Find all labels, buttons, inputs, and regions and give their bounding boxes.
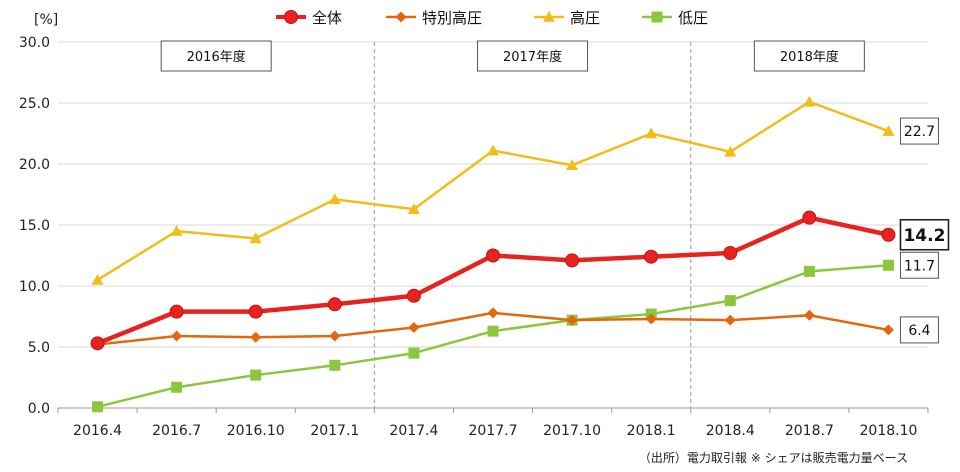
data-point [248,304,263,319]
end-label-extra-high: 6.4 [908,323,930,339]
data-point [487,144,499,156]
legend-item-high: 高圧 [534,9,600,27]
data-point [171,381,183,393]
end-label-box [899,218,950,251]
legend-item-low: 低圧 [642,9,708,27]
end-labels: 14.2 6.4 22.7 11.7 [899,117,950,344]
data-point [645,127,658,139]
data-point [169,304,184,319]
period-label: 2017年度 [503,49,562,65]
legend-label: 低圧 [678,9,708,27]
period-box [477,40,589,72]
data-point [486,248,500,263]
x-tick-label: 2017.7 [469,423,518,439]
end-label-box [899,251,939,279]
data-point [802,210,817,225]
data-point [882,324,894,336]
data-point [408,321,420,333]
data-point [645,313,657,325]
period-box [160,40,272,72]
y-tick-label: 20.0 [19,157,50,173]
legend: 全体 特別高圧 高圧 低圧 [276,9,708,27]
data-point [723,246,738,261]
legend-label: 特別高圧 [422,9,482,27]
period-label: 2016年度 [187,49,246,65]
legend-label: 全体 [312,9,342,27]
data-point [543,11,555,22]
y-tick-label: 5.0 [28,340,50,356]
period-label: 2018年度 [780,49,839,65]
data-point [90,336,105,351]
x-tick-label: 2018.10 [860,423,918,439]
data-point [803,95,816,107]
data-point [803,309,815,321]
series-total [90,210,896,351]
y-tick-label: 15.0 [19,218,50,234]
data-point [882,259,894,271]
end-label-low: 11.7 [904,258,935,274]
data-point [487,325,499,337]
y-tick-label: 0.0 [28,401,50,417]
data-point [566,314,578,326]
data-point [328,193,341,205]
x-tick-label: 2017.10 [543,423,601,439]
series-high [91,95,895,285]
data-point [803,265,815,277]
end-label-high: 22.7 [904,124,935,140]
data-point [651,11,663,23]
x-tick-label: 2016.4 [73,423,122,439]
data-point [644,249,659,264]
data-point [724,314,736,326]
axes: [%] 0.0 5.0 10.0 15.0 20.0 25.0 30.0 2016.4 2016… [19,12,929,439]
data-point [724,145,737,157]
y-unit-label: [%] [34,12,58,28]
source-note: （出所）電力取引報 ※ シェアは販売電力量ベース [639,450,908,465]
data-point [882,125,895,136]
data-point [395,11,407,23]
data-point [408,347,420,359]
series-layer [90,95,896,413]
data-point [249,232,262,244]
data-point [881,227,896,242]
y-tick-label: 25.0 [19,96,50,112]
data-point [250,331,262,343]
legend-label: 高圧 [570,9,600,27]
data-point [250,369,262,381]
legend-item-total: 全体 [276,9,342,27]
data-point [565,253,580,268]
data-point [171,330,183,342]
x-tick-label: 2018.1 [627,423,676,439]
end-label-total: 14.2 [903,226,945,246]
series-extra-high [92,307,894,351]
data-point [406,288,421,303]
period-labels: 2016年度 2017年度 2018年度 [160,40,865,72]
x-tick-label: 2018.7 [785,423,834,439]
data-point [327,297,342,312]
end-label-box [899,117,939,145]
x-tick-label: 2016.10 [227,423,285,439]
end-label-box [899,316,939,344]
data-point [92,401,104,413]
y-tick-label: 10.0 [19,279,50,295]
legend-item-extra-high: 特別高圧 [386,9,482,27]
data-point [329,359,341,371]
x-tick-label: 2017.1 [310,423,359,439]
data-point [566,159,579,171]
x-tick-label: 2016.7 [152,423,201,439]
data-point [407,203,420,214]
data-point [284,10,298,24]
data-point [329,330,341,342]
data-point [487,307,499,319]
period-dividers [373,42,692,408]
x-tick-label: 2017.4 [389,423,438,439]
series-line [96,215,889,346]
data-point [91,273,104,285]
data-point [724,295,736,307]
period-box [753,40,865,72]
data-point [170,225,183,236]
y-tick-label: 30.0 [19,35,50,51]
x-tick-label: 2018.4 [706,423,755,439]
